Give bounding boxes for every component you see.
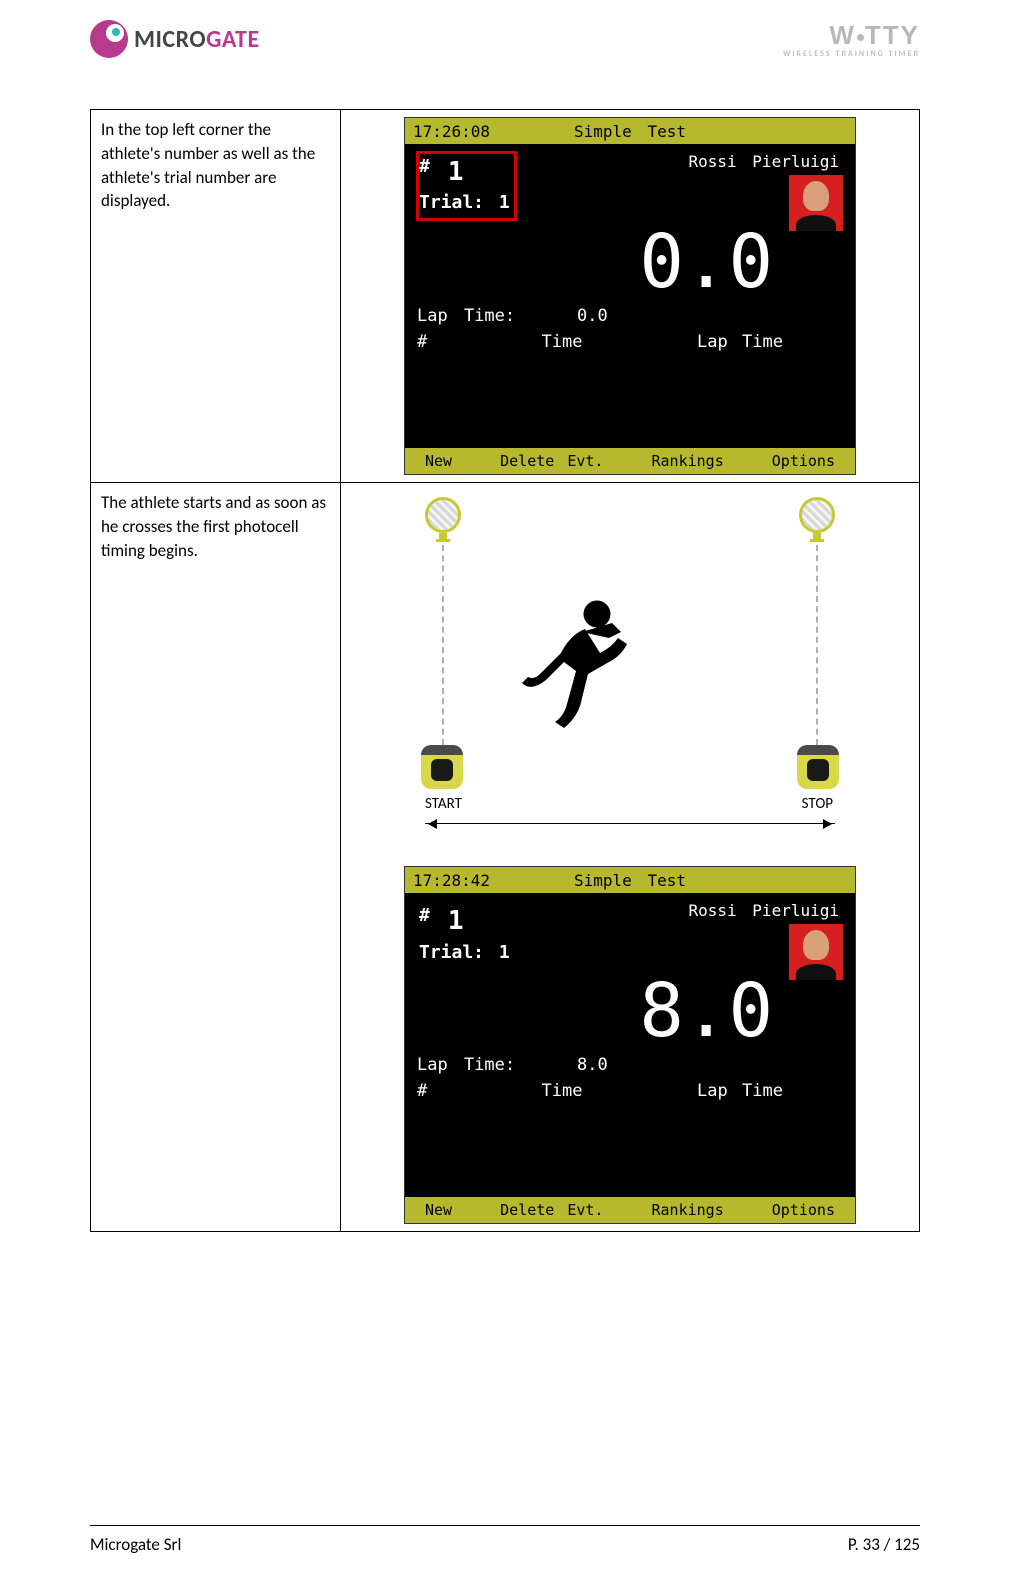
device-body: #1 Trial: 1 Rossi Pierluigi 8.0 Lap Time… xyxy=(405,893,855,1197)
sensor-start-icon xyxy=(421,745,463,789)
device-titlebar: 17:28:42 Simple Test xyxy=(405,867,855,893)
brand-part2: GATE xyxy=(206,25,260,54)
lap-time-row: Lap Time: 0.0 xyxy=(417,306,843,326)
beam-line-stop xyxy=(816,545,818,745)
row1-description: In the top left corner the athlete's num… xyxy=(91,110,341,483)
witty-logo: WTTY WIRELESS TRAINING TIMER xyxy=(783,20,920,59)
brand-part1: MICRO xyxy=(134,25,206,54)
start-label: START xyxy=(425,795,462,813)
runner-icon: 1 xyxy=(495,587,645,737)
num-label: # xyxy=(419,903,430,939)
device-title: Simple Test xyxy=(503,122,757,141)
lap-time-row: Lap Time: 8.0 xyxy=(417,1055,843,1075)
instruction-table: In the top left corner the athlete's num… xyxy=(90,109,920,1232)
athlete-number-box: #1 Trial: 1 xyxy=(417,901,516,969)
footer-company: Microgate Srl xyxy=(90,1534,181,1555)
row2-illustration: START STOP 1 17:28:42 Simple Test xyxy=(341,483,920,1232)
sensor-stop-icon xyxy=(797,745,839,789)
softkey-new[interactable]: New xyxy=(425,452,452,470)
device-body: #1 Trial: 1 Rossi Pierluigi 0.0 Lap Time… xyxy=(405,144,855,448)
trial-num: 1 xyxy=(499,192,510,213)
footer-page: P. 33 / 125 xyxy=(848,1534,920,1555)
softkey-rankings[interactable]: Rankings xyxy=(652,452,724,470)
column-headers: # Time Lap Time xyxy=(417,1081,843,1101)
device-clock: 17:28:42 xyxy=(413,871,503,890)
col-num: # xyxy=(417,1081,487,1101)
photocell-stop-icon xyxy=(799,497,835,542)
device-titlebar: 17:26:08 Simple Test xyxy=(405,118,855,144)
softkey-rankings[interactable]: Rankings xyxy=(652,1201,724,1219)
stop-label: STOP xyxy=(802,795,833,813)
device-screenshot-2: 17:28:42 Simple Test #1 Trial: 1 Rossi P… xyxy=(405,867,855,1223)
distance-arrow xyxy=(425,823,835,824)
microgate-wordmark: MICROGATE xyxy=(134,25,260,54)
col-num: # xyxy=(417,332,487,352)
lap-time-label: Lap Time: xyxy=(417,1055,577,1075)
athlete-number-box: #1 Trial: 1 xyxy=(417,152,516,220)
witty-tagline: WIRELESS TRAINING TIMER xyxy=(783,49,920,59)
softkey-delete[interactable]: Delete Evt. xyxy=(500,452,603,470)
witty-wordmark: WTTY xyxy=(783,20,920,51)
main-timer: 0.0 xyxy=(417,233,843,292)
lap-time-label: Lap Time: xyxy=(417,306,577,326)
col-time: Time xyxy=(487,1081,637,1101)
athlete-avatar xyxy=(789,175,843,231)
athlete-name: Rossi Pierluigi xyxy=(516,152,839,171)
start-stop-diagram: START STOP 1 xyxy=(395,497,865,837)
runner-number: 1 xyxy=(573,635,583,656)
athlete-avatar xyxy=(789,924,843,980)
device-softkeys: New Delete Evt. Rankings Options xyxy=(405,1197,855,1223)
num-label: # xyxy=(419,154,430,190)
main-timer: 8.0 xyxy=(417,982,843,1041)
device-softkeys: New Delete Evt. Rankings Options xyxy=(405,448,855,474)
device-title: Simple Test xyxy=(503,871,757,890)
page-footer: Microgate Srl P. 33 / 125 xyxy=(90,1525,920,1555)
column-headers: # Time Lap Time xyxy=(417,332,843,352)
trial-label: Trial: xyxy=(419,192,484,213)
col-lap: Lap Time xyxy=(637,1081,843,1101)
trial-num: 1 xyxy=(499,942,510,963)
trial-label: Trial: xyxy=(419,942,484,963)
lap-time-value: 8.0 xyxy=(577,1055,608,1075)
device-clock: 17:26:08 xyxy=(413,122,503,141)
row2-description: The athlete starts and as soon as he cro… xyxy=(91,483,341,1232)
col-time: Time xyxy=(487,332,637,352)
softkey-new[interactable]: New xyxy=(425,1201,452,1219)
lap-time-value: 0.0 xyxy=(577,306,608,326)
athlete-name: Rossi Pierluigi xyxy=(516,901,839,920)
col-lap: Lap Time xyxy=(637,332,843,352)
beam-line-start xyxy=(442,545,444,745)
athlete-num: 1 xyxy=(448,903,464,939)
page-header: MICROGATE WTTY WIRELESS TRAINING TIMER xyxy=(90,20,920,59)
softkey-options[interactable]: Options xyxy=(772,1201,835,1219)
photocell-start-icon xyxy=(425,497,461,542)
row1-illustration: 17:26:08 Simple Test #1 Trial: 1 Rossi P… xyxy=(341,110,920,483)
softkey-delete[interactable]: Delete Evt. xyxy=(500,1201,603,1219)
microgate-logo: MICROGATE xyxy=(90,20,260,58)
device-screenshot-1: 17:26:08 Simple Test #1 Trial: 1 Rossi P… xyxy=(405,118,855,474)
athlete-num: 1 xyxy=(448,154,464,190)
softkey-options[interactable]: Options xyxy=(772,452,835,470)
microgate-icon xyxy=(90,20,128,58)
